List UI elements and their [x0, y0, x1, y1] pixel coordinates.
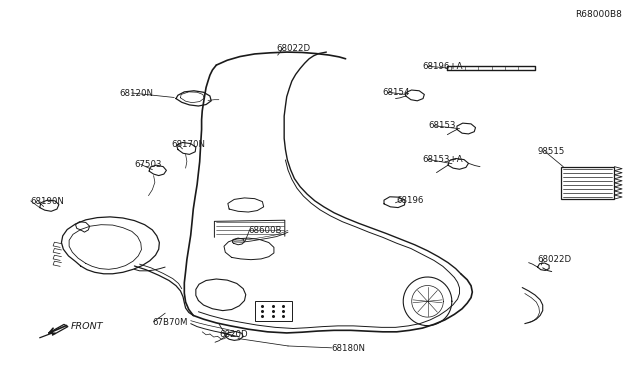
Text: 68022D: 68022D	[276, 44, 310, 53]
Text: 67503: 67503	[134, 160, 162, 169]
Text: 68153+A: 68153+A	[422, 155, 463, 164]
Text: 68154: 68154	[383, 88, 410, 97]
Text: R68000B8: R68000B8	[575, 10, 622, 19]
Text: 68022D: 68022D	[538, 255, 572, 264]
Text: FRONT: FRONT	[70, 322, 103, 331]
Text: 68153: 68153	[429, 121, 456, 130]
Bar	[561, 167, 614, 199]
Text: 68600B: 68600B	[248, 226, 282, 235]
Text: 98515: 98515	[538, 147, 565, 156]
Text: 68196+A: 68196+A	[422, 62, 463, 71]
Text: 68180N: 68180N	[332, 344, 365, 353]
Text: 68120N: 68120N	[119, 89, 153, 97]
Text: 68170N: 68170N	[172, 140, 205, 149]
Text: 68196: 68196	[397, 196, 424, 205]
Text: 6820D: 6820D	[219, 330, 248, 339]
Text: 68190N: 68190N	[31, 197, 65, 206]
Text: 67B70M: 67B70M	[152, 318, 188, 327]
Bar	[255, 301, 292, 321]
